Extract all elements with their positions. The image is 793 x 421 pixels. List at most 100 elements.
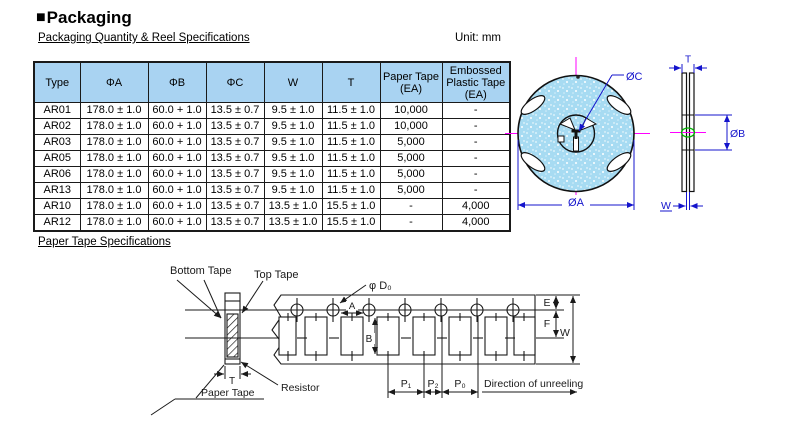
reel-side-view: T ØB W — [660, 55, 745, 212]
table-cell: AR06 — [33, 166, 81, 183]
table-cell: - — [379, 214, 443, 232]
table-row: AR13 178.0 ± 1.0 60.0 + 1.0 13.5 ± 0.7 9.5 ±… — [33, 182, 511, 199]
table-cell: 9.5 ± 1.0 — [263, 166, 323, 183]
table-header-row: Type ΦA ΦB ΦC W T Paper Tape (EA) Embossed Plas… — [33, 61, 511, 103]
table-cell: 9.5 ± 1.0 — [263, 134, 323, 151]
table-cell: 9.5 ± 1.0 — [263, 150, 323, 167]
table-cell: 178.0 ± 1.0 — [79, 118, 149, 135]
table-cell: 60.0 + 1.0 — [147, 182, 207, 199]
table-cell: 11.5 ± 1.0 — [321, 102, 381, 119]
reel-diagram: ØC ØA T ØB — [505, 55, 745, 212]
table-cell: 60.0 + 1.0 — [147, 150, 207, 167]
column-header: W — [263, 61, 323, 103]
t-flange-label: T — [685, 55, 691, 66]
table-cell: 13.5 ± 0.7 — [205, 118, 265, 135]
column-header: ΦC — [205, 61, 265, 103]
top-tape-label: Top Tape — [254, 269, 298, 281]
page-header: ■ Packaging — [36, 8, 132, 28]
table-cell: 11.5 ± 1.0 — [321, 118, 381, 135]
p0-dim-label: P₀ — [454, 378, 465, 390]
table-cell: AR10 — [33, 198, 81, 215]
column-header: T — [321, 61, 381, 103]
table-row: AR05 178.0 ± 1.0 60.0 + 1.0 13.5 ± 0.7 9.5 ±… — [33, 150, 511, 167]
table-cell: 13.5 ± 1.0 — [263, 198, 323, 215]
column-header: Type — [33, 61, 81, 103]
a-dim-label: A — [349, 301, 356, 312]
section-square-icon: ■ — [36, 9, 46, 26]
b-dim-label: B — [366, 334, 373, 345]
p1-dim-label: P₁ — [401, 378, 412, 390]
column-header: ΦA — [79, 61, 149, 103]
table-cell: 178.0 ± 1.0 — [79, 166, 149, 183]
table-cell: 5,000 — [379, 150, 443, 167]
table-cell: 60.0 + 1.0 — [147, 134, 207, 151]
table-cell: 13.5 ± 0.7 — [205, 102, 265, 119]
table-row: AR06 178.0 ± 1.0 60.0 + 1.0 13.5 ± 0.7 9.5 ±… — [33, 166, 511, 183]
table-cell: AR01 — [33, 102, 81, 119]
table-cell: 60.0 + 1.0 — [147, 166, 207, 183]
table-cell: 5,000 — [379, 182, 443, 199]
table-cell: 10,000 — [379, 118, 443, 135]
table-cell: 178.0 ± 1.0 — [79, 150, 149, 167]
table-cell: 60.0 + 1.0 — [147, 118, 207, 135]
w-reel-label: W — [661, 200, 671, 212]
table-cell: 4,000 — [441, 214, 511, 232]
table-cell: - — [441, 134, 511, 151]
unit-label: Unit: mm — [455, 32, 501, 44]
w-dim-label: W — [560, 327, 570, 339]
p2-dim-label: P₂ — [427, 378, 438, 390]
reel-spec-heading: Packaging Quantity & Reel Specifications — [38, 32, 250, 44]
reel-front-view: ØC ØA — [505, 57, 650, 210]
paper-tape-heading: Paper Tape Specifications — [38, 236, 171, 248]
table-cell: - — [441, 182, 511, 199]
table-cell: 5,000 — [379, 134, 443, 151]
table-row: AR12 178.0 ± 1.0 60.0 + 1.0 13.5 ± 0.7 13.5 … — [33, 214, 511, 232]
table-cell: 13.5 ± 1.0 — [263, 214, 323, 232]
paper-tape-label: Paper Tape — [201, 387, 255, 399]
table-cell: 10,000 — [379, 102, 443, 119]
bottom-tape-label: Bottom Tape — [170, 265, 232, 277]
tape-diagram: Bottom Tape Top Tape φ D₀ A B E F W T Pa… — [150, 265, 583, 416]
table-cell: AR12 — [33, 214, 81, 232]
column-header: Paper Tape (EA) — [379, 61, 443, 103]
tape-labels: Bottom Tape Top Tape φ D₀ A B E F W T Pa… — [170, 265, 583, 399]
page-title: Packaging — [46, 8, 132, 27]
table-cell: AR03 — [33, 134, 81, 151]
table-cell: 178.0 ± 1.0 — [79, 198, 149, 215]
table-cell: 4,000 — [441, 198, 511, 215]
table-cell: 11.5 ± 1.0 — [321, 182, 381, 199]
table-cell: 9.5 ± 1.0 — [263, 182, 323, 199]
table-cell: - — [379, 198, 443, 215]
tape-dimensions — [150, 279, 577, 416]
table-cell: 13.5 ± 0.7 — [205, 150, 265, 167]
table-cell: 11.5 ± 1.0 — [321, 150, 381, 167]
phi-d0-label: φ D₀ — [369, 280, 392, 292]
table-cell: 178.0 ± 1.0 — [79, 214, 149, 232]
f-dim-label: F — [544, 318, 550, 330]
resistor-label: Resistor — [281, 382, 320, 394]
table-cell: - — [441, 166, 511, 183]
table-cell: 11.5 ± 1.0 — [321, 134, 381, 151]
table-cell: 11.5 ± 1.0 — [321, 166, 381, 183]
e-dim-label: E — [543, 297, 550, 309]
table-cell: AR02 — [33, 118, 81, 135]
table-row: AR02 178.0 ± 1.0 60.0 + 1.0 13.5 ± 0.7 9.5 ±… — [33, 118, 511, 135]
table-row: AR03 178.0 ± 1.0 60.0 + 1.0 13.5 ± 0.7 9.5 ±… — [33, 134, 511, 151]
table-cell: 13.5 ± 0.7 — [205, 134, 265, 151]
table-cell: - — [441, 150, 511, 167]
dia-b-label: ØB — [730, 128, 745, 140]
column-header: ΦB — [147, 61, 207, 103]
table-cell: - — [441, 102, 511, 119]
table-cell: 9.5 ± 1.0 — [263, 102, 323, 119]
table-cell: 60.0 + 1.0 — [147, 102, 207, 119]
table-cell: 13.5 ± 0.7 — [205, 214, 265, 232]
reel-spec-table: Type ΦA ΦB ΦC W T Paper Tape (EA) Embossed Plas… — [33, 61, 511, 232]
table-row: AR10 178.0 ± 1.0 60.0 + 1.0 13.5 ± 0.7 13.5 … — [33, 198, 511, 215]
column-header: Embossed Plastic Tape (EA) — [441, 61, 511, 103]
table-cell: 9.5 ± 1.0 — [263, 118, 323, 135]
table-cell: 15.5 ± 1.0 — [321, 198, 381, 215]
table-cell: 5,000 — [379, 166, 443, 183]
table-cell: - — [441, 118, 511, 135]
table-cell: 178.0 ± 1.0 — [79, 182, 149, 199]
